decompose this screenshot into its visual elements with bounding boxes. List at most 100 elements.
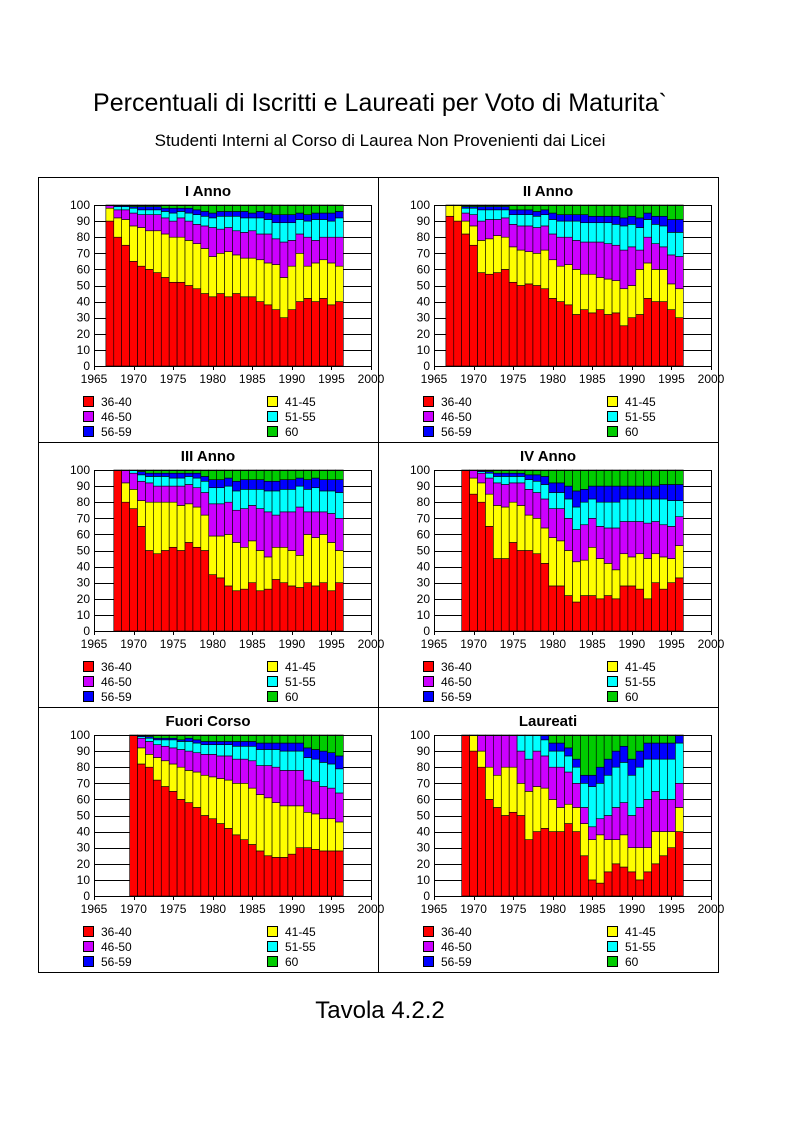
bar-segment-51-55 <box>603 222 613 244</box>
bar-segment-41-45 <box>619 288 629 327</box>
bar-segment-56-59 <box>327 212 336 222</box>
bar-segment-56-59 <box>208 212 217 219</box>
y-tick-label: 90 <box>417 214 431 228</box>
y-tick-label: 70 <box>77 776 91 790</box>
bar-stack <box>335 734 344 897</box>
bar-segment-46-50 <box>168 747 178 765</box>
bar-stack <box>184 469 194 632</box>
bar-stack <box>595 734 605 897</box>
chart-panel-1: I Anno 0 10 20 30 40 50 60 70 80 90 100 1965 1970 1975… <box>38 177 385 443</box>
bar-segment-60 <box>279 469 289 480</box>
bar-segment-51-55 <box>611 224 621 246</box>
bar-segment-36-40 <box>500 558 510 632</box>
chart-title: Fuori Corso <box>166 713 251 730</box>
bar-segment-36-40 <box>327 590 336 632</box>
bar-segment-60 <box>248 204 257 214</box>
bar-segment-36-40 <box>588 312 597 367</box>
bar-segment-46-50 <box>532 227 542 254</box>
bar-segment-46-50 <box>675 256 684 290</box>
bar-stack <box>548 469 557 632</box>
legend-item: 36-40 <box>83 395 132 409</box>
bar-segment-36-40 <box>240 839 249 897</box>
bar-segment-41-45 <box>311 537 320 587</box>
bar-stack <box>611 469 621 632</box>
bar-segment-56-59 <box>160 207 170 212</box>
bar-segment-36-40 <box>611 312 621 367</box>
bar-stack <box>603 734 613 897</box>
x-tick-label: 2000 <box>698 902 725 916</box>
bar-segment-51-55 <box>643 758 652 800</box>
bar-segment-56-59 <box>667 219 676 233</box>
bar-segment-56-59 <box>303 747 312 758</box>
y-tick-label: 40 <box>77 295 91 309</box>
bar-stack <box>635 734 645 897</box>
bar-segment-60 <box>327 734 336 754</box>
bar-stack <box>532 734 542 897</box>
bar-segment-46-50 <box>271 238 281 265</box>
bar-stack <box>643 469 652 632</box>
bar-stack <box>619 204 629 367</box>
bar-segment-60 <box>295 469 305 479</box>
bar-segment-51-55 <box>327 220 336 238</box>
bar-segment-51-55 <box>675 232 684 257</box>
legend-item: 36-40 <box>423 925 472 939</box>
bar-segment-60 <box>611 469 621 487</box>
bar-segment-46-50 <box>477 220 486 241</box>
bar-segment-46-50 <box>564 236 573 265</box>
x-tick-label: 1990 <box>279 637 306 651</box>
bar-segment-36-40 <box>675 577 684 632</box>
x-tick-label: 2000 <box>698 637 725 651</box>
bar-segment-60 <box>319 734 328 752</box>
legend-item: 56-59 <box>423 690 472 704</box>
bar-segment-56-59 <box>192 739 202 744</box>
bar-segment-51-55 <box>121 206 130 211</box>
bar-segment-51-55 <box>168 477 178 487</box>
bar-segment-36-40 <box>485 799 494 897</box>
legend-label: 56-59 <box>441 690 472 704</box>
bar-segment-51-55 <box>635 498 645 522</box>
bar-segment-41-45 <box>153 501 162 555</box>
bar-segment-60 <box>611 734 621 752</box>
bar-segment-36-40 <box>153 553 162 632</box>
bar-segment-56-59 <box>303 479 312 490</box>
bar-segment-36-40 <box>667 582 676 632</box>
legend-swatch <box>607 661 618 672</box>
bar-segment-51-55 <box>611 766 621 808</box>
bar-segment-56-59 <box>548 742 557 752</box>
legend-item: 36-40 <box>423 395 472 409</box>
bar-segment-60 <box>216 469 225 480</box>
bar-segment-46-50 <box>635 521 645 555</box>
x-tick-label: 2000 <box>358 637 385 651</box>
bar-segment-51-55 <box>319 762 328 787</box>
bar-segment-56-59 <box>627 758 637 776</box>
bar-segment-36-40 <box>659 301 668 367</box>
bar-segment-36-40 <box>627 317 637 367</box>
bar-segment-36-40 <box>208 574 217 632</box>
bar-segment-60 <box>564 734 573 749</box>
legend-label: 41-45 <box>285 925 316 939</box>
bar-segment-46-50 <box>335 792 344 823</box>
bar-segment-51-55 <box>524 734 534 760</box>
bar-segment-36-40 <box>603 314 613 367</box>
legend-swatch <box>267 661 278 672</box>
bar-segment-56-59 <box>556 742 565 752</box>
bar-segment-60 <box>271 204 281 215</box>
bar-segment-56-59 <box>595 215 605 224</box>
bar-segment-56-59 <box>572 490 581 508</box>
bar-segment-41-45 <box>493 774 502 808</box>
chart-panel-3: III Anno 0 10 20 30 40 50 60 70 80 90 100 1965 1970 19… <box>38 442 385 708</box>
bar-stack <box>145 734 154 897</box>
bar-segment-41-45 <box>611 569 621 600</box>
y-tick-label: 80 <box>77 230 91 244</box>
bar-segment-46-50 <box>192 752 202 773</box>
bar-segment-41-45 <box>485 238 494 275</box>
bar-segment-41-45 <box>335 821 344 852</box>
bar-segment-56-59 <box>248 741 257 747</box>
bar-stack <box>255 734 265 897</box>
bar-segment-36-40 <box>635 879 645 897</box>
legend-swatch <box>423 956 434 967</box>
bar-segment-46-50 <box>611 527 621 571</box>
bar-segment-51-55 <box>248 489 257 506</box>
bar-segment-41-45 <box>477 750 486 768</box>
bar-segment-41-45 <box>627 285 637 319</box>
